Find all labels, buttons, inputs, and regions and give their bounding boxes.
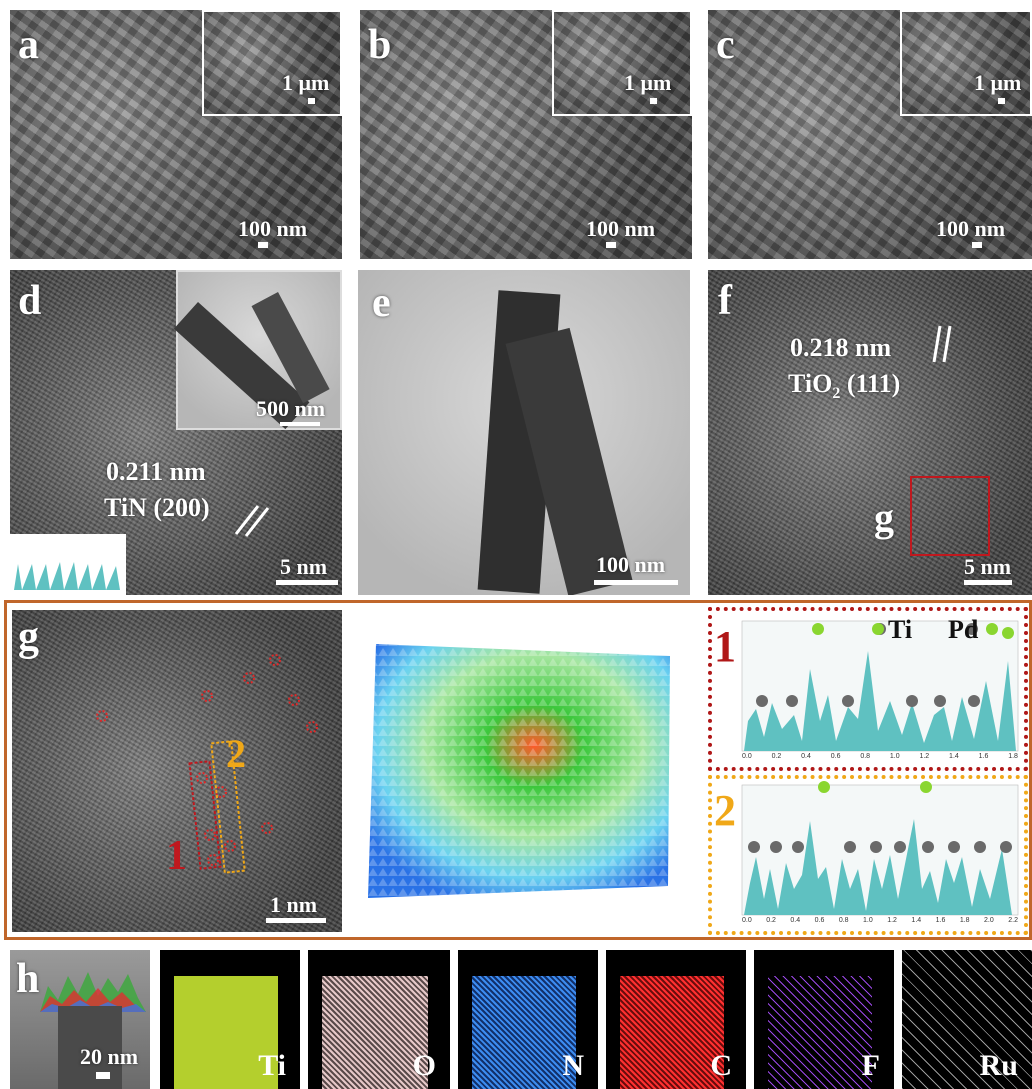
surface-plot-3d (358, 636, 688, 908)
region-label: g (874, 495, 894, 540)
profile-number: 2 (714, 786, 736, 835)
scale-label: 100 nm (596, 552, 666, 577)
scale-label: 1 nm (270, 892, 318, 917)
scale-label: 100 nm (238, 216, 308, 241)
eds-map-ru: Ru (902, 950, 1032, 1089)
inset-scale-bar (998, 98, 1005, 104)
panel-letter: b (368, 22, 392, 68)
element-label: Ti (258, 1049, 286, 1082)
panel-g-image: g 1 2 1 nm (12, 610, 342, 932)
eds-map-o: O (308, 950, 450, 1089)
scale-label: 100 nm (936, 216, 1006, 241)
panel-letter: e (372, 280, 391, 326)
nanorod-shape (58, 1006, 122, 1089)
legend-pd: Pd (948, 615, 979, 644)
lattice-spacing-label: 0.211 nm (106, 457, 206, 486)
lattice-marker (234, 505, 270, 537)
profile-inset-plot (14, 562, 120, 590)
inset-scale-label: 1 μm (624, 70, 672, 95)
profile-number: 1 (714, 622, 736, 671)
scale-bar (964, 580, 1012, 585)
lattice-spacing-label: 0.218 nm (790, 333, 892, 362)
legend-ti: Ti (888, 615, 913, 644)
element-distribution (902, 950, 1032, 1089)
element-label: O (412, 1049, 436, 1082)
profile-2-axis: 0.0 0.2 0.4 0.6 0.8 1.0 1.2 1.4 1.6 1.8 2.0 2.2 (742, 917, 1018, 924)
panel-a: a 1 μm 100 nm (10, 10, 342, 259)
region-box (910, 476, 990, 556)
scale-label: 20 nm (80, 1044, 139, 1069)
panel-letter: c (716, 22, 735, 68)
scale-bar (972, 242, 982, 248)
panel-letter: d (18, 278, 42, 324)
scale-bar (594, 580, 678, 585)
panel-letter: h (16, 956, 40, 1002)
element-label: C (710, 1049, 732, 1082)
profile-1-plot (741, 620, 1019, 752)
panel-g-frame (4, 600, 1032, 940)
inset-scale-label: 1 μm (974, 70, 1022, 95)
profile-2-plot (741, 781, 1019, 916)
element-distribution (472, 976, 576, 1089)
atom-markers (96, 654, 318, 874)
eds-map-ti: Ti (160, 950, 300, 1089)
inset-image (173, 270, 342, 430)
inset-scale-bar (280, 422, 320, 426)
scale-bar (96, 1072, 110, 1079)
eds-map-f: F (754, 950, 894, 1089)
line-profile-inset (10, 534, 126, 595)
scale-bar (276, 580, 338, 585)
panel-f: f 0.218 nm TiO2 (111) g 5 nm (708, 270, 1032, 595)
element-label: N (562, 1049, 584, 1082)
line-profile-1: 1 Ti Pd 0.0 0.2 0.4 0.6 0.8 1.0 1.2 1.4 1.6 1.8 (708, 607, 1028, 771)
profile-1-axis: 0.0 0.2 0.4 0.6 0.8 1.0 1.2 1.4 1.6 1.8 (742, 753, 1018, 760)
element-distribution (768, 976, 872, 1089)
surface-plot-graphic (368, 644, 670, 898)
inset-scale-bar (308, 98, 315, 104)
inset-scale-bar (650, 98, 657, 104)
lattice-plane-label: TiO2 (111) (788, 369, 901, 403)
inset-scale-label: 500 nm (256, 396, 326, 421)
line-label-2: 2 (226, 731, 246, 776)
panel-letter: a (18, 22, 39, 68)
element-label: Ru (979, 1049, 1018, 1082)
eds-map-c: C (606, 950, 746, 1089)
inset-image (552, 10, 692, 116)
eds-map-n: N (458, 950, 598, 1089)
scale-label: 5 nm (280, 554, 328, 579)
panel-h: h 20 nm (10, 950, 150, 1089)
scale-bar (266, 918, 326, 923)
element-distribution (620, 976, 724, 1089)
panel-c: c 1 μm 100 nm (708, 10, 1032, 259)
element-distribution (322, 976, 428, 1089)
panel-b: b 1 μm 100 nm (360, 10, 692, 259)
scale-bar (606, 242, 616, 248)
inset-image (900, 10, 1032, 116)
line-profile-2: 2 0.0 0.2 0.4 0.6 0.8 1.0 1.2 1.4 1.6 1.8 2.0 2.2 (708, 775, 1028, 935)
scale-label: 5 nm (964, 554, 1012, 579)
panel-letter: f (718, 278, 732, 324)
lattice-plane-label: TiN (200) (104, 493, 210, 522)
panel-e: e 100 nm (358, 270, 690, 595)
scale-bar (258, 242, 268, 248)
panel-d: d 500 nm 0.211 nm TiN (200) 5 nm (10, 270, 342, 595)
line-label-1: 1 (166, 833, 187, 879)
inset-scale-label: 1 μm (282, 70, 330, 95)
element-distribution (174, 976, 278, 1089)
element-label: F (861, 1049, 880, 1082)
scale-label: 100 nm (586, 216, 656, 241)
lattice-marker (932, 325, 952, 363)
inset-image (202, 10, 342, 116)
panel-letter: g (18, 614, 39, 660)
